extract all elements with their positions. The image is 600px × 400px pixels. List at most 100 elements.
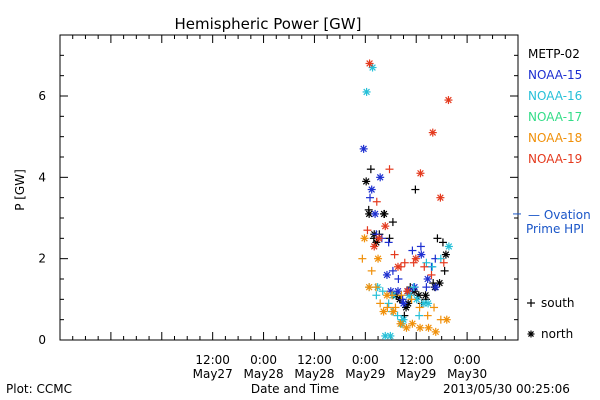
data-point-south [385,165,394,174]
data-point-north [424,323,433,332]
data-point-south [427,270,436,279]
star-stroke-d2 [365,210,373,218]
star-stroke-d2 [362,178,370,185]
star-stroke-d2 [405,291,413,299]
data-point-north [381,222,390,231]
footer-left: Plot: CCMC [6,382,72,396]
data-point-south [433,234,442,243]
data-point-north [362,87,371,96]
data-point-south [415,311,424,320]
x-axis-label: Date and Time [251,382,339,396]
legend-entry: NOAA-17 [528,110,582,124]
data-point-south [384,238,393,247]
data-point-north [435,279,444,288]
data-point-south [376,299,385,308]
data-point-south [383,303,392,312]
star-stroke-d2 [404,287,411,295]
star-stroke-d2 [400,300,407,307]
star-stroke-d2 [425,324,432,332]
data-point-north [441,250,450,259]
star-stroke-d2 [432,328,440,336]
data-point-north [386,331,395,340]
symbol-legend: south north [527,296,575,341]
star-stroke-d2 [418,251,425,258]
x-tick-label-time: 12:00 [195,353,230,367]
x-tick-label-date: May29 [396,367,436,381]
y-tick-label: 4 [38,170,46,184]
data-point-south [415,303,424,312]
data-point-south [393,311,402,320]
data-point-south [416,242,425,251]
symbol-legend-marker [527,299,535,307]
x-tick-label-date: May28 [294,367,334,381]
data-point-north [436,193,445,202]
data-point-north [408,319,417,328]
x-tick-label-date: May28 [244,367,284,381]
star-stroke-d2 [390,308,397,315]
x-tick-label-time: 12:00 [399,353,434,367]
star-stroke-d2 [368,186,375,193]
data-point-north [376,173,385,182]
ovation-annotation-line1: — Ovation [528,208,591,222]
star-stroke-d2 [417,169,424,177]
data-point-north [368,63,377,72]
data-point-north [396,319,405,328]
star-stroke-d2 [387,332,394,340]
star-stroke-d2 [371,210,379,218]
star-stroke-d2 [380,210,388,218]
star-stroke-d2 [381,332,389,340]
x-tick-label-date: May29 [345,367,385,381]
y-tick-label: 2 [38,252,46,266]
data-point-south [366,165,375,174]
data-point-south [388,218,397,227]
star-stroke-d2 [394,263,402,271]
x-tick-label-time: 12:00 [297,353,332,367]
star-stroke-d2 [429,129,437,136]
data-point-south [428,262,437,271]
data-point-north [403,287,412,296]
y-axis-ticks: 0 2 4 6 [38,54,518,347]
data-point-south [422,258,431,267]
y-tick-label: 6 [38,89,46,103]
x-tick-label-time: 0:00 [352,353,379,367]
star-stroke-d2 [370,243,378,250]
data-point-north [359,144,368,153]
star-stroke-d2 [528,331,534,337]
data-point-north [379,209,388,218]
data-point-north [411,254,420,263]
star-stroke-d2 [363,88,370,96]
chart-title: Hemispheric Power [GW] [175,15,362,33]
data-point-south [423,311,432,320]
data-point-north [402,323,411,332]
data-point-north [382,270,391,279]
star-stroke-d2 [380,308,387,315]
y-axis-label: P [GW] [13,169,27,211]
data-point-north [417,250,426,259]
star-stroke-d2 [445,243,453,250]
symbol-legend-label: north [541,327,573,341]
star-stroke-d2 [432,283,440,291]
legend-entry: NOAA-15 [528,68,582,82]
star-stroke-d2 [366,60,373,67]
data-point-south [372,230,381,239]
data-point-south [384,299,393,308]
data-point-south [371,283,380,292]
star-stroke-d2 [413,296,420,303]
data-point-south [422,283,431,292]
data-point-north [424,299,433,308]
x-tick-label-time: 0:00 [250,353,277,367]
legend-entry: NOAA-16 [528,89,582,103]
legend-entry: NOAA-18 [528,131,582,145]
y-tick-label: 0 [38,333,46,347]
data-point-north [360,234,369,243]
data-point-north [416,323,425,332]
star-stroke-d2 [376,174,384,181]
legend-entry: NOAA-19 [528,152,582,166]
data-point-south [394,275,403,283]
data-point-south [372,197,381,206]
star-stroke-d2 [445,96,452,104]
data-point-south [440,266,449,275]
symbol-legend-marker [527,330,535,338]
star-stroke-d2 [416,324,424,332]
